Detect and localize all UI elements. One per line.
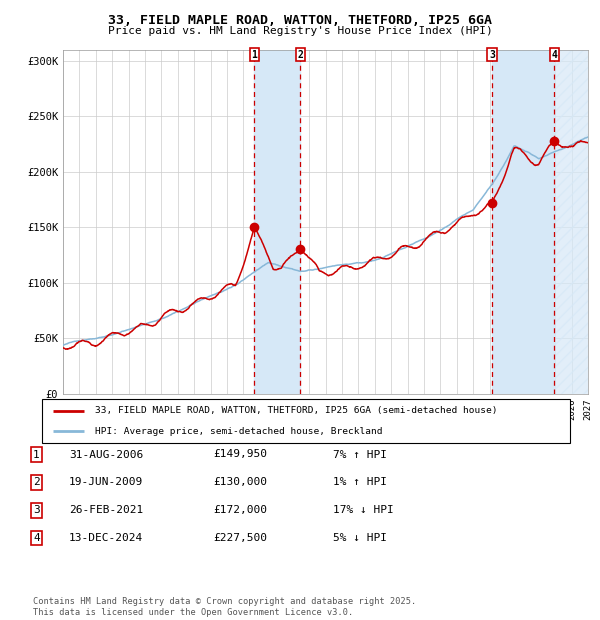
Text: £172,000: £172,000 — [213, 505, 267, 515]
Text: 4: 4 — [33, 533, 40, 543]
Text: Contains HM Land Registry data © Crown copyright and database right 2025.
This d: Contains HM Land Registry data © Crown c… — [33, 598, 416, 617]
Text: HPI: Average price, semi-detached house, Breckland: HPI: Average price, semi-detached house,… — [95, 427, 382, 436]
Text: 7% ↑ HPI: 7% ↑ HPI — [333, 450, 387, 459]
Text: 1: 1 — [33, 450, 40, 459]
Text: 19-JUN-2009: 19-JUN-2009 — [69, 477, 143, 487]
Text: 17% ↓ HPI: 17% ↓ HPI — [333, 505, 394, 515]
Text: £227,500: £227,500 — [213, 533, 267, 543]
Text: 2: 2 — [33, 477, 40, 487]
Text: 4: 4 — [551, 50, 557, 60]
Text: 26-FEB-2021: 26-FEB-2021 — [69, 505, 143, 515]
Bar — [492, 50, 554, 394]
Text: 1% ↑ HPI: 1% ↑ HPI — [333, 477, 387, 487]
Bar — [554, 50, 588, 394]
Text: £149,950: £149,950 — [213, 450, 267, 459]
Text: 1: 1 — [251, 50, 257, 60]
Text: 31-AUG-2006: 31-AUG-2006 — [69, 450, 143, 459]
Text: Price paid vs. HM Land Registry's House Price Index (HPI): Price paid vs. HM Land Registry's House … — [107, 26, 493, 36]
Text: 5% ↓ HPI: 5% ↓ HPI — [333, 533, 387, 543]
Text: 3: 3 — [489, 50, 495, 60]
Text: £130,000: £130,000 — [213, 477, 267, 487]
Text: 33, FIELD MAPLE ROAD, WATTON, THETFORD, IP25 6GA (semi-detached house): 33, FIELD MAPLE ROAD, WATTON, THETFORD, … — [95, 406, 497, 415]
Text: 13-DEC-2024: 13-DEC-2024 — [69, 533, 143, 543]
Text: 33, FIELD MAPLE ROAD, WATTON, THETFORD, IP25 6GA: 33, FIELD MAPLE ROAD, WATTON, THETFORD, … — [108, 14, 492, 27]
Text: 3: 3 — [33, 505, 40, 515]
Text: 2: 2 — [298, 50, 304, 60]
Bar — [254, 50, 301, 394]
